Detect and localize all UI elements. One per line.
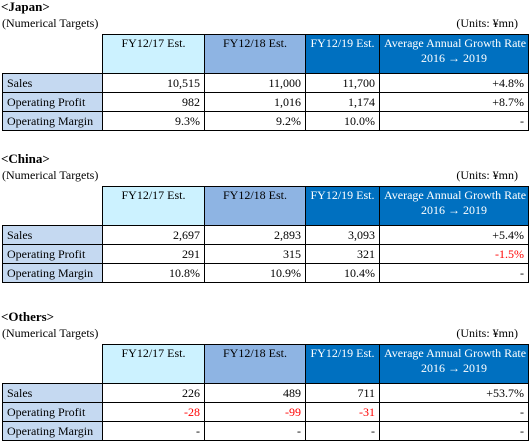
cell-growth: - [379, 263, 529, 283]
cell-fy19: -31 [305, 402, 380, 422]
row-label: Operating Profit [2, 92, 103, 112]
targets-table: FY12/17 Est. FY12/18 Est. FY12/19 Est. A… [2, 344, 529, 441]
header-fy18: FY12/18 Est. [204, 344, 306, 384]
table-row: Operating Profit 291 315 321 -1.5% [2, 244, 529, 264]
header-fy19: FY12/19 Est. [305, 344, 380, 384]
row-label: Operating Margin [2, 421, 103, 441]
cell-fy18: 489 [204, 383, 306, 403]
cell-fy17: 226 [102, 383, 205, 403]
header-fy17: FY12/17 Est. [102, 344, 205, 384]
cell-fy18: 9.2% [204, 111, 306, 131]
row-label: Operating Profit [2, 402, 103, 422]
section-subtitle: (Numerical Targets) [2, 168, 99, 182]
cell-fy18: 1,016 [204, 92, 306, 112]
header-growth: Average Annual Growth Rate 2016 → 2019 [379, 34, 529, 74]
targets-table: FY12/17 Est. FY12/18 Est. FY12/19 Est. A… [2, 34, 529, 131]
row-label: Sales [2, 383, 103, 403]
header-row: FY12/17 Est. FY12/18 Est. FY12/19 Est. A… [2, 34, 529, 74]
cell-fy18: 10.9% [204, 263, 306, 283]
header-row: FY12/17 Est. FY12/18 Est. FY12/19 Est. A… [2, 344, 529, 384]
header-fy19: FY12/19 Est. [305, 34, 380, 74]
cell-fy17: 10.8% [102, 263, 205, 283]
row-label: Sales [2, 225, 103, 245]
cell-fy18: 2,893 [204, 225, 306, 245]
cell-growth: +8.7% [379, 92, 529, 112]
cell-fy17: 2,697 [102, 225, 205, 245]
header-growth: Average Annual Growth Rate 2016 → 2019 [379, 186, 529, 226]
cell-fy18: -99 [204, 402, 306, 422]
section-subtitle: (Numerical Targets) [2, 326, 99, 340]
row-label: Operating Margin [2, 263, 103, 283]
row-label: Operating Margin [2, 111, 103, 131]
header-fy18: FY12/18 Est. [204, 186, 306, 226]
cell-growth: - [379, 111, 529, 131]
header-row: FY12/17 Est. FY12/18 Est. FY12/19 Est. A… [2, 186, 529, 226]
header-growth-period: 2016 → 2019 [421, 51, 487, 65]
table-row: Operating Profit -28 -99 -31 - [2, 402, 529, 422]
cell-fy19: - [305, 421, 380, 441]
section-subtitle: (Numerical Targets) [2, 16, 99, 30]
table-row: Sales 2,697 2,893 3,093 +5.4% [2, 225, 529, 245]
cell-growth: +5.4% [379, 225, 529, 245]
header-fy17: FY12/17 Est. [102, 34, 205, 74]
cell-growth: - [379, 421, 529, 441]
row-label: Operating Profit [2, 244, 103, 264]
cell-fy17: 9.3% [102, 111, 205, 131]
cell-fy17: -28 [102, 402, 205, 422]
units-label: (Units: ¥mn) [456, 326, 518, 340]
header-fy17: FY12/17 Est. [102, 186, 205, 226]
blank-header-cell [2, 344, 103, 384]
cell-fy18: 11,000 [204, 73, 306, 93]
cell-growth: +53.7% [379, 383, 529, 403]
header-fy19: FY12/19 Est. [305, 186, 380, 226]
header-growth-title: Average Annual Growth Rate [384, 36, 527, 50]
units-label: (Units: ¥mn) [456, 168, 518, 182]
blank-header-cell [2, 186, 103, 226]
table-row: Sales 10,515 11,000 11,700 +4.8% [2, 73, 529, 93]
table-row: Operating Margin 10.8% 10.9% 10.4% - [2, 263, 529, 283]
cell-fy19: 3,093 [305, 225, 380, 245]
cell-fy19: 10.0% [305, 111, 380, 131]
cell-growth: - [379, 402, 529, 422]
cell-fy19: 321 [305, 244, 380, 264]
header-fy18: FY12/18 Est. [204, 34, 306, 74]
section-title: <Japan> [1, 0, 50, 14]
header-growth-title: Average Annual Growth Rate [384, 188, 527, 202]
cell-fy17: 291 [102, 244, 205, 264]
cell-growth: +4.8% [379, 73, 529, 93]
header-growth-title: Average Annual Growth Rate [384, 346, 527, 360]
cell-fy19: 10.4% [305, 263, 380, 283]
table-row: Operating Margin - - - - [2, 421, 529, 441]
header-growth-period: 2016 → 2019 [421, 203, 487, 217]
header-growth-period: 2016 → 2019 [421, 361, 487, 375]
units-label: (Units: ¥mn) [456, 16, 518, 30]
table-row: Operating Margin 9.3% 9.2% 10.0% - [2, 111, 529, 131]
targets-table: FY12/17 Est. FY12/18 Est. FY12/19 Est. A… [2, 186, 529, 283]
table-row: Sales 226 489 711 +53.7% [2, 383, 529, 403]
cell-fy19: 1,174 [305, 92, 380, 112]
section-title: <Others> [1, 309, 55, 324]
cell-fy17: - [102, 421, 205, 441]
cell-fy19: 711 [305, 383, 380, 403]
section-title: <China> [1, 151, 50, 166]
cell-fy18: 315 [204, 244, 306, 264]
cell-fy17: 10,515 [102, 73, 205, 93]
table-row: Operating Profit 982 1,016 1,174 +8.7% [2, 92, 529, 112]
row-label: Sales [2, 73, 103, 93]
cell-growth: -1.5% [379, 244, 529, 264]
header-growth: Average Annual Growth Rate 2016 → 2019 [379, 344, 529, 384]
cell-fy19: 11,700 [305, 73, 380, 93]
cell-fy17: 982 [102, 92, 205, 112]
blank-header-cell [2, 34, 103, 74]
cell-fy18: - [204, 421, 306, 441]
